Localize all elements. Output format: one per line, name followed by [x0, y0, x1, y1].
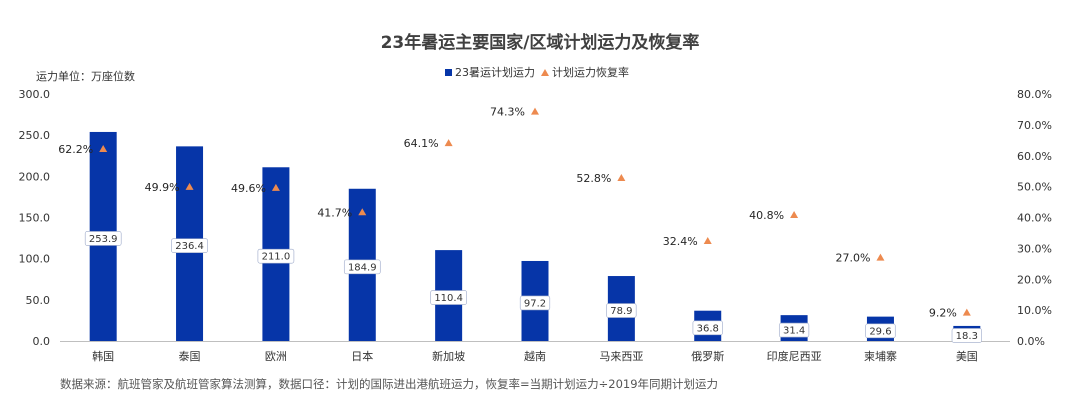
- bar-value-label: 110.4: [434, 293, 463, 304]
- bar-value-label: 36.8: [697, 323, 719, 334]
- x-tick-label: 印度尼西亚: [767, 349, 822, 363]
- rate-marker: [99, 144, 108, 152]
- unit-label: 运力单位：万座位数: [36, 70, 135, 83]
- bar-value-label: 236.4: [175, 241, 204, 252]
- legend-bar-swatch: [445, 68, 452, 76]
- bar-label-box: [84, 231, 122, 246]
- bar-label-box: [865, 323, 896, 339]
- x-tick-label: 欧洲: [265, 350, 287, 363]
- rate-value-label: 64.1%: [404, 137, 439, 150]
- chart-title: 23年暑运主要国家/区域计划运力及恢复率: [380, 33, 700, 53]
- x-tick-label: 泰国: [179, 349, 201, 363]
- rate-value-label: 52.8%: [576, 172, 611, 185]
- rate-value-label: 49.6%: [231, 182, 266, 195]
- legend-label-capacity: 23暑运计划运力: [455, 66, 535, 79]
- x-tick-label: 越南: [524, 349, 546, 363]
- x-tick-label: 马来西亚: [599, 350, 643, 363]
- rate-value-label: 32.4%: [663, 235, 698, 248]
- y-left-tick-label: 150.0: [19, 212, 51, 225]
- bar-label-box: [778, 322, 810, 338]
- bar-label-box: [257, 248, 295, 264]
- x-tick-label: 美国: [956, 350, 978, 363]
- bar-value-label: 184.9: [348, 262, 377, 273]
- rate-marker: [617, 173, 626, 181]
- rate-value-label: 41.7%: [317, 206, 352, 219]
- rate-marker: [790, 211, 799, 219]
- bar-label-box: [951, 328, 982, 343]
- y-left-tick-label: 200.0: [19, 170, 51, 183]
- legend-triangle-swatch: [541, 68, 549, 76]
- legend: 23暑运计划运力 计划运力恢复率: [445, 64, 629, 80]
- y-left-tick-label: 250.0: [19, 129, 51, 142]
- rate-value-label: 27.0%: [836, 252, 871, 265]
- y-right-tick-label: 80.0%: [1017, 88, 1052, 101]
- rate-marker: [703, 236, 712, 244]
- bar-label-box: [343, 259, 381, 275]
- y-right-tick-label: 40.0%: [1017, 212, 1052, 225]
- rate-marker: [271, 183, 280, 191]
- x-tick-label: 柬埔寨: [864, 349, 897, 363]
- rate-value-label: 62.2%: [58, 143, 93, 156]
- x-tick-label: 俄罗斯: [691, 350, 724, 363]
- legend-item-recovery: 计划运力恢复率: [541, 64, 629, 80]
- y-left-tick-label: 300.0: [19, 88, 51, 101]
- rate-marker: [531, 107, 539, 115]
- bar-value-label: 18.3: [956, 331, 978, 342]
- bar-label-box: [606, 303, 637, 318]
- x-tick-label: 日本: [351, 349, 373, 363]
- bar-label-box: [692, 320, 723, 336]
- rate-marker: [358, 208, 367, 216]
- legend-item-capacity: 23暑运计划运力: [445, 64, 535, 80]
- y-right-tick-label: 50.0%: [1017, 181, 1052, 194]
- rate-value-label: 49.9%: [145, 181, 180, 194]
- rate-marker: [185, 182, 194, 190]
- rate-marker: [876, 253, 885, 261]
- bar-value-label: 253.9: [89, 234, 118, 245]
- y-right-tick-label: 60.0%: [1017, 150, 1052, 163]
- y-right-tick-label: 30.0%: [1017, 242, 1052, 255]
- bar-value-label: 78.9: [610, 306, 632, 317]
- y-left-tick-label: 100.0: [19, 253, 51, 266]
- rate-value-label: 74.3%: [490, 106, 525, 119]
- bar-label-box: [430, 290, 467, 305]
- legend-label-recovery: 计划运力恢复率: [552, 66, 629, 79]
- rate-value-label: 40.8%: [749, 209, 784, 222]
- footnote: 数据来源：航班管家及航班管家算法测算，数据口径：计划的国际进出港航班运力，恢复率…: [60, 377, 719, 391]
- y-right-tick-label: 70.0%: [1017, 119, 1052, 132]
- y-right-tick-label: 20.0%: [1017, 273, 1052, 286]
- x-tick-label: 新加坡: [432, 349, 465, 363]
- bar-value-label: 211.0: [262, 252, 291, 263]
- bar-label-box: [519, 295, 551, 311]
- bar-value-label: 97.2: [524, 298, 546, 309]
- rate-marker: [444, 139, 453, 147]
- y-right-tick-label: 10.0%: [1017, 304, 1052, 317]
- bar-value-label: 29.6: [869, 326, 891, 337]
- y-right-tick-label: 0.0%: [1017, 335, 1045, 348]
- rate-marker: [962, 308, 971, 316]
- bar-label-box: [171, 238, 208, 253]
- rate-value-label: 9.2%: [929, 307, 957, 320]
- y-left-tick-label: 0.0: [33, 335, 51, 348]
- x-tick-label: 韩国: [92, 349, 114, 363]
- y-left-tick-label: 50.0: [26, 294, 51, 307]
- bar-value-label: 31.4: [783, 326, 805, 337]
